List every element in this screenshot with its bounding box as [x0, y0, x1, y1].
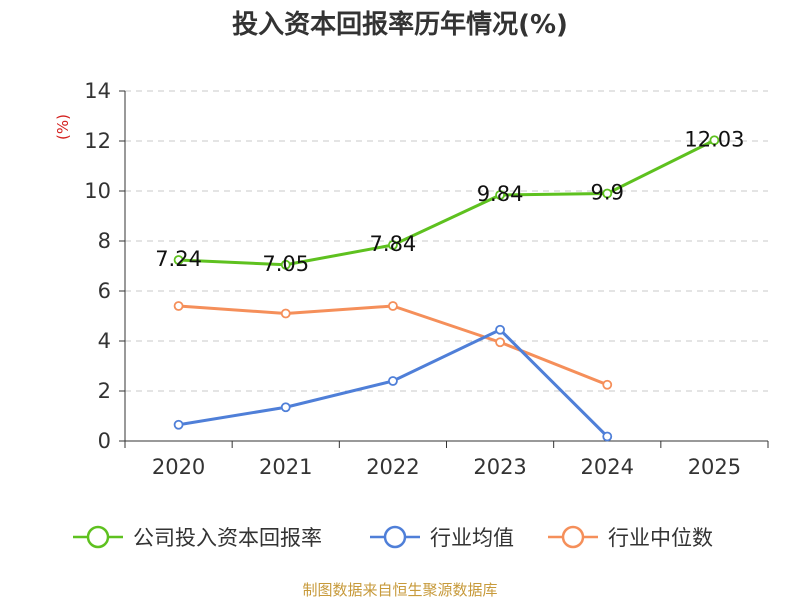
legend-label: 行业中位数: [608, 526, 713, 550]
x-tick-label: 2024: [581, 455, 634, 479]
legend[interactable]: 公司投入资本回报率 行业均值 行业中位数: [73, 525, 713, 550]
data-label: 9.84: [477, 182, 524, 206]
legend-item-2[interactable]: 行业中位数: [548, 525, 713, 550]
series-lines: [173, 135, 720, 442]
x-tick-label: 2025: [688, 455, 741, 479]
legend-marker-icon: [561, 525, 585, 549]
x-tick-label: 2020: [152, 455, 205, 479]
data-label: 7.24: [155, 247, 202, 271]
data-point[interactable]: [495, 190, 505, 200]
chart-title: 投入资本回报率历年情况(%): [232, 9, 568, 40]
data-label: 12.03: [684, 127, 744, 151]
legend-marker-icon: [86, 525, 110, 549]
legend-label: 行业均值: [430, 526, 514, 550]
data-point[interactable]: [709, 135, 720, 146]
gridlines: [125, 90, 768, 392]
data-point[interactable]: [388, 376, 398, 386]
data-label: 7.05: [262, 252, 309, 276]
y-tick-label: 0: [98, 429, 111, 453]
data-point[interactable]: [602, 431, 613, 442]
data-point[interactable]: [388, 240, 398, 250]
source-note: 制图数据来自恒生聚源数据库: [302, 581, 497, 599]
legend-label: 公司投入资本回报率: [133, 526, 322, 550]
x-tick-label: 2021: [259, 455, 312, 479]
data-point[interactable]: [173, 255, 184, 265]
legend-marker-icon: [383, 525, 407, 549]
legend-item-1[interactable]: 行业均值: [370, 525, 514, 550]
y-tick-label: 10: [84, 179, 111, 203]
data-point[interactable]: [280, 259, 291, 270]
series-0: [173, 135, 720, 270]
series-1: [173, 324, 613, 442]
data-point[interactable]: [388, 301, 398, 311]
x-tick-label: 2022: [366, 455, 419, 479]
data-point[interactable]: [602, 379, 613, 390]
data-point[interactable]: [280, 402, 291, 413]
data-point[interactable]: [173, 301, 184, 311]
data-point[interactable]: [280, 308, 291, 319]
data-point[interactable]: [495, 337, 505, 348]
y-tick-label: 8: [98, 229, 111, 253]
x-tick-label: 2023: [473, 455, 526, 479]
axes: 0 2 4 6 8 10 12 14 2020 2021 2022 2023 2024 2025: [84, 79, 769, 479]
data-label: 7.84: [370, 232, 417, 256]
y-axis-label: (%): [54, 114, 72, 140]
y-tick-label: 6: [98, 279, 111, 303]
data-label: 9.9: [591, 181, 624, 205]
y-tick-label: 14: [84, 79, 111, 103]
y-tick-label: 12: [84, 129, 111, 153]
data-point[interactable]: [495, 324, 505, 335]
data-point[interactable]: [602, 188, 613, 199]
legend-item-0[interactable]: 公司投入资本回报率: [73, 525, 322, 550]
series-2: [173, 301, 613, 390]
data-labels: 7.24 7.05 7.84 9.84 9.9 12.03: [155, 127, 744, 276]
data-point[interactable]: [173, 419, 184, 430]
series-line: [178, 138, 716, 267]
y-tick-label: 2: [98, 379, 111, 403]
y-tick-label: 4: [98, 329, 111, 353]
